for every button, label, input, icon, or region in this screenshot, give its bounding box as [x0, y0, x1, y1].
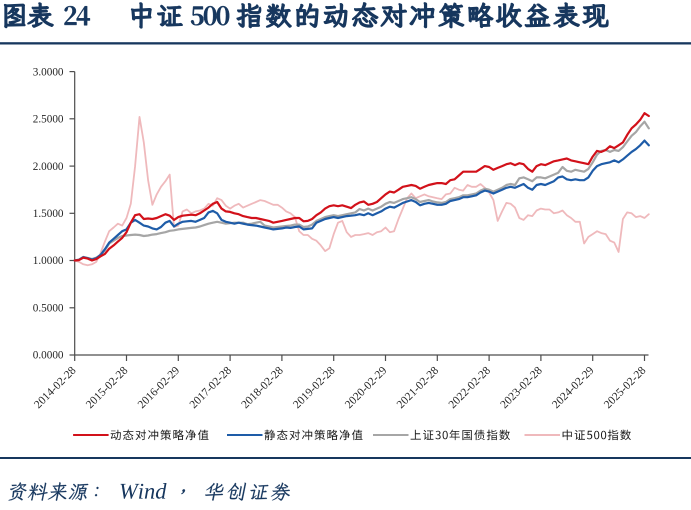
- svg-text:2.0000: 2.0000: [33, 161, 64, 173]
- svg-text:2.5000: 2.5000: [33, 114, 64, 126]
- svg-text:1.0000: 1.0000: [33, 255, 64, 267]
- svg-text:3.0000: 3.0000: [33, 66, 64, 78]
- svg-text:1.5000: 1.5000: [33, 208, 64, 220]
- svg-text:0.5000: 0.5000: [33, 303, 64, 315]
- svg-text:0.0000: 0.0000: [33, 350, 64, 362]
